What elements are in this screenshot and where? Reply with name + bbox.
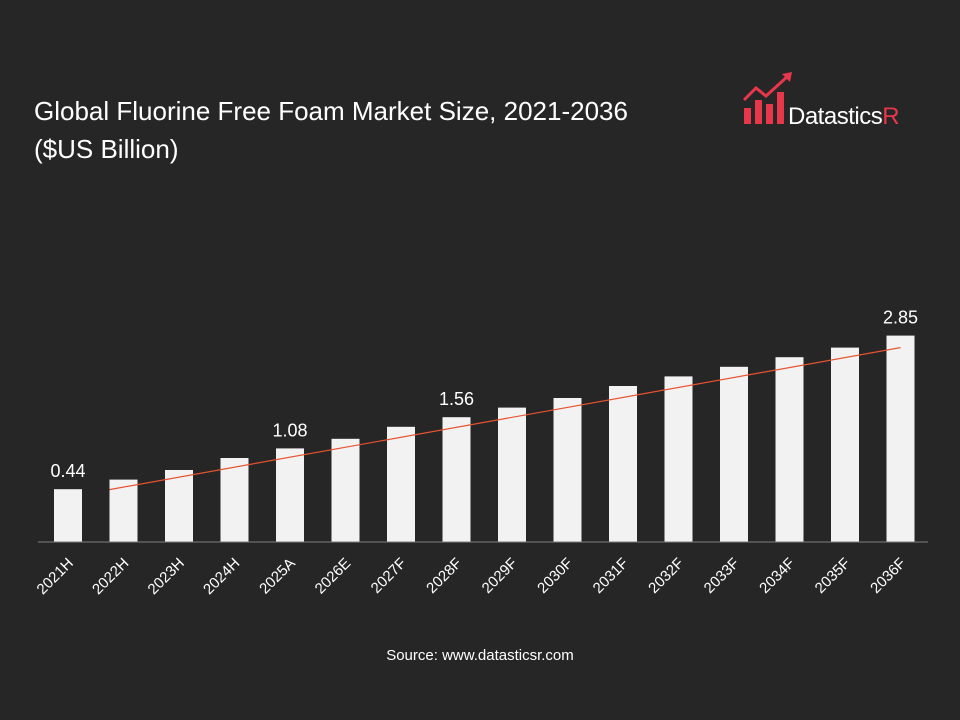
bar-2032F	[664, 376, 693, 542]
x-tick-label-2023H: 2023H	[145, 555, 188, 598]
bar-2027F	[387, 426, 415, 542]
bar-2022H	[109, 479, 138, 542]
bar-2029F	[498, 407, 526, 542]
x-tick-label-2028F: 2028F	[423, 555, 465, 597]
x-tick-label-2032F: 2032F	[645, 555, 687, 597]
bar-2036F	[886, 335, 915, 542]
chart-title: Global Fluorine Free Foam Market Size, 2…	[34, 92, 714, 168]
bar-2021H	[54, 489, 82, 542]
x-tick-label-2034F: 2034F	[756, 555, 798, 597]
x-tick-label-2025A: 2025A	[256, 555, 299, 598]
x-tick-label-2022H: 2022H	[89, 555, 132, 598]
x-tick-label-2027F: 2027F	[368, 555, 410, 597]
bar-2033F	[720, 366, 748, 542]
data-label-2036F: 2.85	[883, 308, 918, 328]
x-tick-label-2026E: 2026E	[312, 555, 355, 598]
bar-2024H	[220, 458, 249, 542]
bar-2034F	[775, 357, 804, 542]
bar-2023H	[165, 470, 193, 542]
logo-text-main: Datastics	[788, 103, 883, 130]
logo-text-accent: R	[882, 103, 900, 130]
datasticsr-logo: DatasticsR	[740, 70, 930, 130]
x-tick-label-2033F: 2033F	[701, 555, 743, 597]
bar-2028F	[442, 417, 471, 542]
x-tick-label-2024H: 2024H	[200, 555, 243, 598]
x-tick-label-2029F: 2029F	[479, 555, 521, 597]
data-label-2021H: 0.44	[50, 461, 85, 481]
bar-2030F	[553, 398, 582, 542]
x-tick-label-2021H: 2021H	[34, 555, 77, 598]
chart-title-line-1: Global Fluorine Free Foam Market Size, 2…	[34, 96, 628, 126]
logo-text: DatasticsR	[788, 103, 900, 131]
chart-title-line-2: ($US Billion)	[34, 134, 179, 164]
bar-2025A	[276, 448, 304, 542]
growth-chart-icon	[742, 72, 792, 124]
x-tick-label-2031F: 2031F	[590, 555, 632, 597]
bar-2026E	[331, 438, 360, 542]
trend-line	[109, 347, 901, 491]
x-tick-label-2036F: 2036F	[867, 555, 909, 597]
data-label-2025A: 1.08	[272, 420, 307, 440]
x-tick-label-2035F: 2035F	[812, 555, 854, 597]
bar-2031F	[609, 386, 637, 542]
source-note: Source: www.datasticsr.com	[386, 647, 574, 664]
bar-2035F	[831, 347, 859, 542]
x-tick-label-2030F: 2030F	[534, 555, 576, 597]
data-label-2028F: 1.56	[439, 389, 474, 409]
